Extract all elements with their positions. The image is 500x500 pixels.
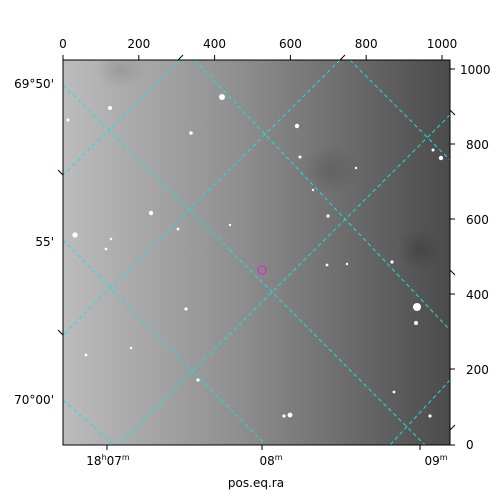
star	[311, 188, 315, 192]
star	[228, 223, 232, 227]
right-tick-label: 200	[466, 363, 489, 377]
top-axis-labels: 0 200 400 600 800 1000	[59, 37, 457, 51]
star	[84, 353, 88, 357]
star	[282, 414, 286, 418]
star	[392, 390, 396, 394]
star	[431, 148, 435, 152]
star-field	[66, 94, 444, 418]
grid-line	[63, 60, 341, 336]
right-axis-labels: 1000 800 600 400 200 0	[460, 63, 491, 452]
star	[345, 262, 349, 266]
grid-line	[194, 60, 450, 331]
tick-mark	[177, 54, 184, 61]
right-tick-label: 600	[466, 213, 489, 227]
top-tick-label: 400	[203, 37, 226, 51]
tick-mark	[57, 329, 64, 336]
star	[129, 346, 133, 350]
star	[189, 131, 193, 135]
star	[325, 263, 329, 267]
right-tick-label: 400	[466, 288, 489, 302]
x-axis-label: pos.eq.ra	[228, 476, 284, 490]
star	[298, 155, 302, 159]
tick-mark	[449, 424, 456, 431]
top-tick-label: 1000	[427, 37, 458, 51]
grid-line	[63, 60, 181, 176]
star	[176, 227, 180, 231]
grid-line	[63, 239, 267, 445]
tick-mark	[57, 169, 64, 176]
grid-line	[349, 60, 450, 161]
star	[148, 210, 154, 216]
star	[354, 166, 358, 170]
top-tick-label: 0	[59, 37, 67, 51]
star	[66, 118, 70, 122]
left-tick-label: 69°50'	[14, 77, 54, 91]
star	[109, 237, 113, 241]
star	[326, 214, 330, 218]
grid-line	[389, 379, 450, 445]
grid-line	[229, 249, 426, 445]
left-tick-label: 55'	[35, 235, 54, 249]
tick-mark	[449, 269, 456, 276]
top-tick-label: 200	[127, 37, 150, 51]
star	[414, 321, 418, 325]
star	[413, 303, 421, 311]
star	[294, 123, 300, 129]
star	[390, 260, 394, 264]
star	[428, 414, 432, 418]
bottom-tick-label: 09m	[424, 453, 447, 468]
right-tick-label: 0	[466, 438, 474, 452]
star	[438, 155, 444, 161]
grid-line	[63, 399, 116, 445]
plot-frame	[62, 59, 451, 446]
star	[287, 412, 293, 418]
top-tick-label: 800	[355, 37, 378, 51]
right-tick-label: 800	[466, 138, 489, 152]
left-axis-labels: 69°50' 55' 70°00'	[14, 77, 54, 407]
coordinate-grid	[63, 60, 450, 445]
sky-image	[63, 60, 450, 445]
top-tick-label: 600	[279, 37, 302, 51]
star	[72, 232, 78, 238]
tick-mark	[339, 54, 346, 61]
star	[108, 106, 112, 110]
bottom-axis-labels: 18h07m 08m 09m	[86, 453, 447, 468]
star	[104, 247, 108, 251]
bottom-tick-label: 08m	[259, 453, 282, 468]
target-marker	[257, 265, 267, 275]
left-tick-label: 70°00'	[14, 393, 54, 407]
axis-ticks	[57, 54, 456, 450]
star	[184, 307, 188, 311]
star	[196, 378, 200, 382]
right-tick-label: 1000	[460, 63, 491, 77]
star	[219, 94, 225, 100]
bottom-tick-label: 18h07m	[86, 453, 130, 468]
tick-mark	[449, 109, 456, 116]
